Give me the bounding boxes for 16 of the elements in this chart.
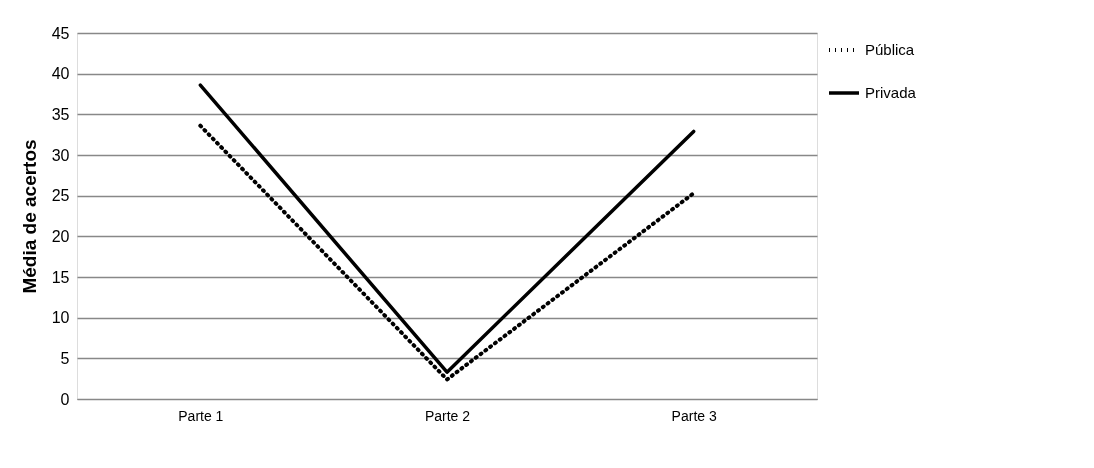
y-tick-label: 0 [60,390,70,408]
legend-label: Privada [865,84,917,101]
y-tick-label: 15 [51,268,70,286]
y-tick-label: 45 [51,24,70,42]
x-tick-label: Parte 1 [178,407,224,424]
x-tick-label: Parte 2 [424,407,471,424]
y-tick-label: 5 [60,349,70,367]
y-tick-label: 35 [51,105,70,123]
y-tick-label: 10 [51,309,70,327]
x-tick-label: Parte 3 [671,407,717,424]
y-tick-label: 30 [51,146,70,164]
y-axis-title: Média de acertos [18,139,40,294]
y-tick-label: 25 [51,187,70,205]
legend-label: Pública [865,41,915,58]
y-tick-label: 20 [51,227,70,245]
y-tick-label: 40 [51,65,70,83]
